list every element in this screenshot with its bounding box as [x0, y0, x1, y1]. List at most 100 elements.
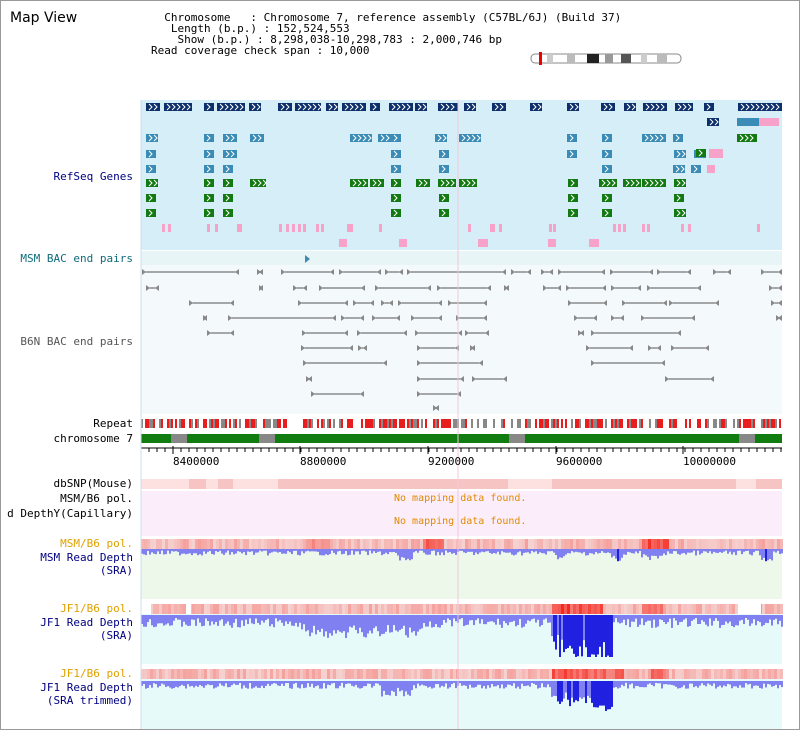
ruler-tick-label: 9600000: [556, 455, 603, 468]
position-ruler: [140, 446, 782, 454]
bac-end-pair: [470, 345, 475, 351]
track-label-jf1-read-depth-trimmed[interactable]: JF1 Read Depth: [40, 681, 133, 694]
gene-feature: [674, 179, 686, 187]
track-label-b6n-bac[interactable]: B6N BAC end pairs: [20, 335, 133, 348]
track-label-msm-read-depth-sub: (SRA): [99, 564, 133, 577]
bac-end-pair: [228, 315, 336, 321]
gene-feature: [757, 224, 760, 232]
bac-end-pair: [303, 360, 387, 366]
repeat-track: [141, 419, 782, 428]
track-label-msm-read-depth[interactable]: MSM Read Depth: [40, 551, 133, 564]
bac-end-pair: [776, 315, 782, 321]
bac-end-pair: [566, 285, 606, 291]
track-label-msm-b6-pol-1[interactable]: MSM/B6 pol.: [60, 492, 133, 505]
gene-feature: [567, 150, 577, 158]
bac-end-pair: [306, 376, 312, 382]
gene-feature: [438, 179, 456, 187]
gene-feature: [673, 134, 683, 142]
gene-feature: [492, 103, 506, 111]
gene-feature: [602, 165, 612, 173]
gene-feature: [647, 224, 650, 232]
track-label-jf1-b6-pol-1[interactable]: JF1/B6 pol.: [60, 602, 133, 615]
bac-end-pair: [671, 345, 709, 351]
gene-feature: [439, 209, 449, 217]
track-label-jf1-read-depth[interactable]: JF1 Read Depth: [40, 616, 133, 629]
track-label-msm-bac[interactable]: MSM BAC end pairs: [20, 252, 133, 265]
bac-end-pair: [511, 269, 531, 275]
ruler-tick-label: 8400000: [173, 455, 220, 468]
gene-feature: [490, 224, 495, 232]
gene-feature: [674, 194, 684, 202]
chromosome-info: Chromosome : Chromosome 7, reference ass…: [151, 11, 622, 24]
track-label-repeat[interactable]: Repeat: [93, 417, 133, 430]
track-label-msm-b6-pol-2[interactable]: MSM/B6 pol.: [60, 537, 133, 550]
bac-end-pair: [610, 269, 653, 275]
gene-feature: [223, 134, 237, 142]
gene-feature: [673, 165, 685, 173]
track-label-refseq[interactable]: RefSeq Genes: [53, 170, 133, 183]
region-info: Chromosome : Chromosome 7, reference ass…: [151, 12, 621, 56]
gene-feature: [499, 224, 502, 232]
gene-feature: [478, 239, 488, 247]
gene-feature: [146, 179, 158, 187]
gene-feature: [623, 224, 626, 232]
gene-feature: [415, 103, 427, 111]
bac-end-pair: [504, 285, 509, 291]
gene-feature: [691, 165, 701, 173]
bac-end-pair: [353, 300, 374, 306]
chromosome-bar: [141, 434, 782, 443]
track-label-chromosome[interactable]: chromosome 7: [53, 432, 133, 445]
gene-feature: [215, 224, 218, 232]
bac-end-pair: [417, 360, 483, 366]
bac-end-pair: [302, 330, 348, 336]
gene-feature: [737, 134, 757, 142]
track-label-jf1-read-depth-sub: (SRA): [99, 629, 133, 642]
refseq-gene-features[interactable]: [146, 103, 782, 247]
gene-feature: [223, 150, 237, 158]
bac-end-pair: [648, 345, 661, 351]
gene-feature: [250, 134, 264, 142]
length-info: Length (b.p.) : 152,524,553: [151, 22, 350, 35]
bac-end-pair: [611, 315, 624, 321]
gene-feature: [391, 165, 401, 173]
bac-end-pair: [381, 300, 393, 306]
bac-end-pair: [339, 269, 381, 275]
chromosome-ideogram[interactable]: [530, 52, 682, 65]
bac-end-pair: [207, 330, 234, 336]
bac-end-pair: [281, 269, 334, 275]
gene-feature: [696, 149, 706, 157]
gene-feature: [439, 150, 449, 158]
track-label-dbsnp[interactable]: dbSNP(Mouse): [53, 477, 133, 490]
bac-end-pair: [142, 269, 239, 275]
gene-feature: [416, 179, 430, 187]
bac-end-pair: [407, 269, 506, 275]
gene-feature: [339, 239, 347, 247]
gene-feature: [602, 150, 612, 158]
gene-feature: [303, 224, 306, 232]
gene-feature: [204, 150, 214, 158]
track-label-depth-capillary[interactable]: d DepthY(Capillary): [7, 507, 133, 520]
gene-feature: [146, 134, 158, 142]
show-range-info: Show (b.p.) : 8,298,038-10,298,783 : 2,0…: [151, 33, 502, 46]
bac-end-pair: [713, 269, 731, 275]
gene-feature: [370, 179, 384, 187]
bac-end-pair: [665, 376, 714, 382]
dbsnp-track: [141, 479, 782, 489]
track-label-jf1-b6-pol-2[interactable]: JF1/B6 pol.: [60, 667, 133, 680]
bac-end-pair: [541, 269, 553, 275]
gene-feature: [347, 224, 353, 232]
coverage-span-info: Read coverage check span : 10,000: [151, 44, 370, 57]
bac-end-pair-features[interactable]: [142, 255, 782, 411]
gene-feature: [530, 103, 542, 111]
gene-feature: [468, 224, 471, 232]
bac-end-pair: [472, 376, 507, 382]
gene-feature: [618, 224, 621, 232]
gene-feature: [391, 134, 401, 142]
gene-feature: [623, 179, 641, 187]
refseq-track-bg: [141, 100, 782, 250]
gene-feature: [674, 150, 686, 158]
gene-feature: [553, 224, 556, 232]
gene-feature: [350, 134, 372, 142]
gene-feature: [370, 103, 380, 111]
